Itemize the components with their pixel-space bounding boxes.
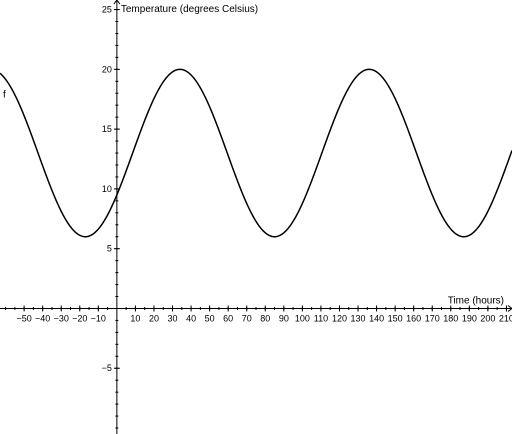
x-tick-label: 130 [351,313,366,323]
y-axis-title: Temperature (degrees Celsius) [121,4,258,15]
x-tick-label: 160 [406,313,421,323]
x-axis-arrow [507,305,512,312]
y-tick-label: 5 [107,244,112,254]
x-tick-label: 20 [149,313,159,323]
x-axis: −50 −40 −30 −20 −10 10 20 30 40 50 60 70 80 90 100 110 1… [0,305,512,323]
y-tick-label: 25 [102,5,112,15]
x-tick-label: 110 [314,313,328,323]
x-tick-label: 60 [223,313,233,323]
x-tick-label: 200 [480,313,495,323]
x-tick-label: 150 [388,313,403,323]
x-axis-title: Time (hours) [448,295,504,306]
x-tick-label: 100 [295,313,310,323]
x-tick-label: 180 [443,313,458,323]
y-tick-label: 10 [102,184,112,194]
y-axis: −5 5 10 15 20 25 [102,0,121,434]
x-tick-label: 120 [332,313,347,323]
y-axis-arrow [113,0,121,5]
series-label-f: f [3,89,6,100]
y-tick-label: −5 [102,363,112,373]
x-tick-label: −10 [91,313,106,323]
x-tick-label: 30 [168,313,178,323]
x-tick-label: −40 [35,313,50,323]
y-tick-label: 20 [102,64,112,74]
x-tick-label: 140 [369,313,384,323]
y-tick-label: 15 [102,124,112,134]
x-tick-label: 10 [130,313,140,323]
x-tick-label: 50 [205,313,215,323]
x-tick-label: 210 [499,313,512,323]
x-tick-label: 40 [186,313,196,323]
x-tick-label: 170 [425,313,440,323]
x-tick-label: −20 [72,313,87,323]
x-tick-label: −30 [54,313,69,323]
series-line-f [0,68,512,238]
x-tick-label: 90 [279,313,289,323]
x-tick-label: 70 [242,313,252,323]
x-tick-label: −50 [16,313,31,323]
x-tick-label: 190 [462,313,477,323]
x-tick-label: 80 [260,313,270,323]
